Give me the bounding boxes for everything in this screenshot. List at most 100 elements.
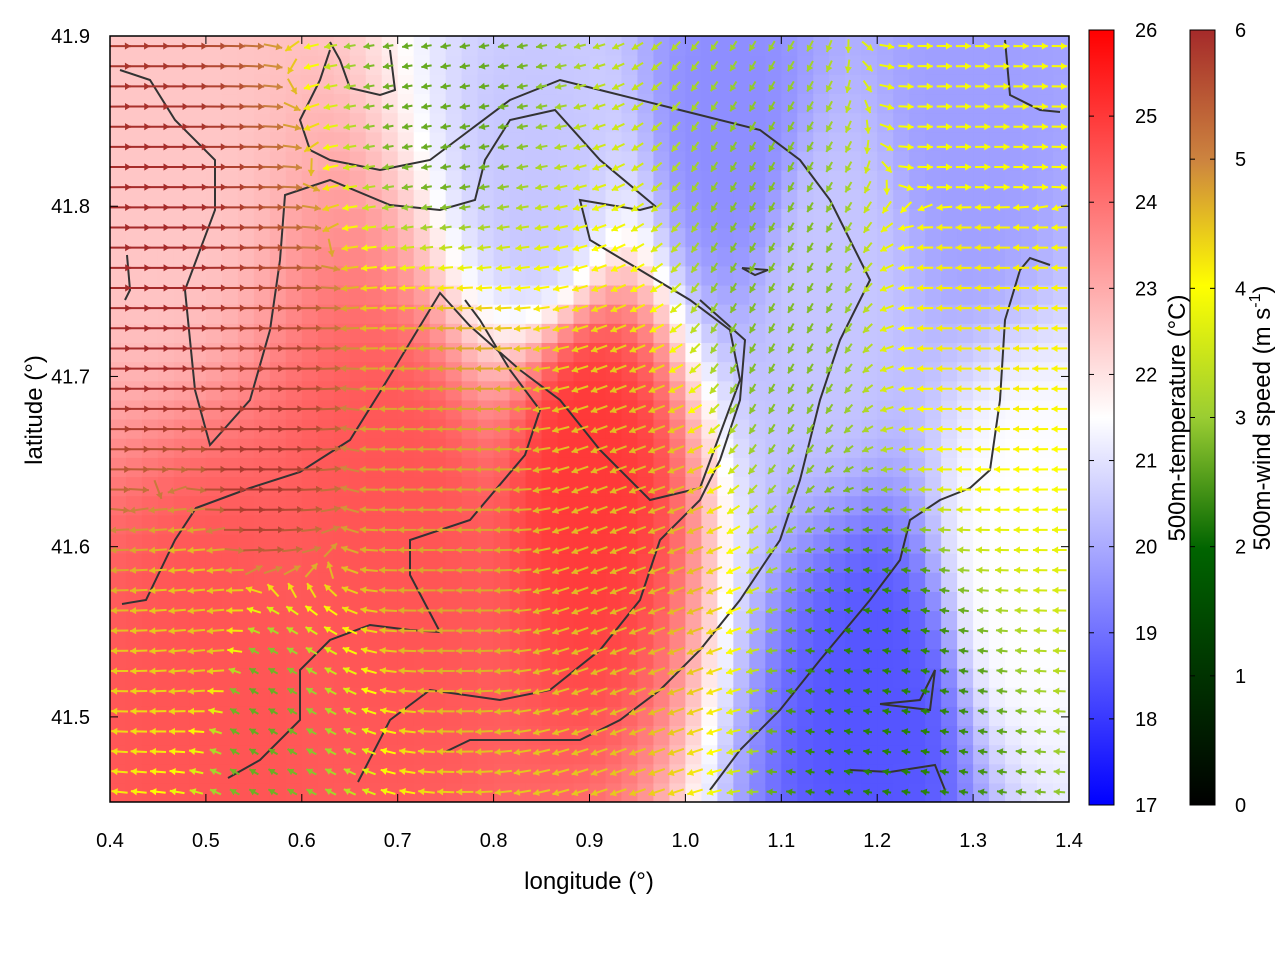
heat-cell: [445, 457, 463, 478]
colorbar-tick-label: 26: [1135, 20, 1157, 42]
heat-cell: [525, 476, 543, 497]
heat-cell: [397, 572, 415, 592]
heat-cell: [813, 610, 830, 631]
heat-cell: [381, 629, 399, 650]
heat-cell: [189, 725, 207, 746]
heat-cell: [237, 74, 255, 95]
heat-cell: [557, 419, 575, 439]
heat-cell: [221, 476, 239, 497]
heat-cell: [221, 744, 239, 765]
heat-cell: [749, 476, 766, 497]
heat-cell: [445, 246, 463, 267]
heat-cell: [925, 476, 942, 497]
heat-cell: [141, 438, 159, 458]
heat-cell: [669, 131, 686, 152]
heat-cell: [269, 667, 287, 688]
heat-cell: [189, 457, 207, 478]
heat-cell: [557, 572, 575, 592]
heat-cell: [653, 629, 671, 650]
heat-cell: [1021, 591, 1038, 612]
heat-cell: [829, 706, 846, 726]
heat-cell: [349, 208, 367, 229]
heat-cell: [173, 380, 191, 401]
heat-cell: [173, 610, 191, 631]
heat-cell: [1021, 514, 1038, 535]
heat-cell: [397, 246, 415, 267]
heat-cell: [829, 591, 846, 612]
heat-cell: [397, 476, 415, 497]
heat-cell: [157, 265, 175, 286]
heat-cell: [189, 74, 207, 95]
heat-cell: [221, 323, 239, 343]
heat-cell: [493, 380, 511, 401]
heat-cell: [381, 112, 399, 133]
heat-cell: [541, 112, 559, 133]
heat-cell: [445, 74, 463, 95]
heat-cell: [957, 706, 974, 726]
heat-cell: [333, 93, 351, 114]
heat-cell: [813, 495, 830, 516]
heat-cell: [285, 648, 303, 669]
heat-cell: [110, 284, 127, 305]
heat-cell: [765, 419, 782, 439]
colorbar-tick-label: 4: [1235, 278, 1246, 300]
heat-cell: [445, 170, 463, 190]
heat-cell: [461, 667, 479, 688]
heat-cell: [829, 399, 846, 420]
heat-cell: [237, 246, 255, 267]
heat-cell: [1021, 227, 1038, 248]
heat-cell: [925, 629, 942, 650]
heat-cell: [941, 112, 958, 133]
heat-cell: [189, 93, 207, 114]
heat-cell: [509, 284, 527, 305]
heat-cell: [493, 476, 511, 497]
heat-cell: [989, 131, 1006, 152]
heat-cell: [893, 495, 910, 516]
heat-cell: [205, 112, 223, 133]
heat-cell: [365, 284, 383, 305]
heat-cell: [317, 667, 335, 688]
heat-cell: [365, 667, 383, 688]
heat-cell: [381, 227, 399, 248]
y-tick-label: 41.9: [51, 26, 90, 48]
heat-cell: [253, 591, 271, 612]
heat-cell: [317, 55, 335, 75]
heat-cell: [925, 208, 942, 229]
heat-cell: [1037, 380, 1054, 401]
heat-cell: [237, 438, 255, 458]
heat-cell: [877, 150, 894, 171]
heat-cell: [1037, 131, 1054, 152]
heat-cell: [189, 208, 207, 229]
heat-cell: [365, 533, 383, 554]
heat-cell: [381, 667, 399, 688]
heat-cell: [573, 610, 591, 631]
heat-cell: [397, 648, 415, 669]
heat-cell: [221, 629, 239, 650]
heat-cell: [829, 74, 846, 95]
heat-cell: [509, 648, 527, 669]
heat-cell: [125, 323, 143, 343]
heat-cell: [765, 170, 782, 190]
heat-cell: [125, 342, 143, 363]
heat-cell: [973, 74, 990, 95]
heat-cell: [365, 495, 383, 516]
heat-cell: [413, 744, 431, 765]
heat-cell: [1005, 227, 1022, 248]
heat-cell: [557, 553, 575, 573]
heat-cell: [461, 533, 479, 554]
heat-cell: [893, 629, 910, 650]
heat-cell: [637, 342, 655, 363]
heat-cell: [349, 763, 367, 784]
heat-cell: [301, 495, 319, 516]
heat-cell: [1021, 725, 1038, 746]
heat-cell: [285, 74, 303, 95]
heat-cell: [957, 591, 974, 612]
x-tick-label: 0.8: [480, 830, 508, 852]
heat-cell: [237, 227, 255, 248]
heat-cell: [125, 112, 143, 133]
heat-cell: [973, 744, 990, 765]
heat-cell: [157, 591, 175, 612]
heat-cell: [157, 361, 175, 382]
heat-cell: [413, 361, 431, 382]
heat-cell: [349, 265, 367, 286]
